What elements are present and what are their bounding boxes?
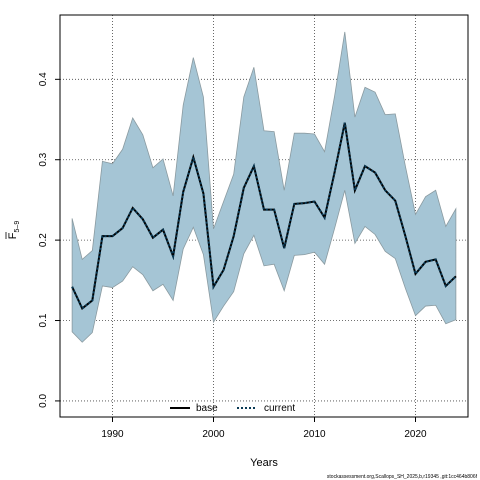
- x-tick-label-2020: 2020: [404, 429, 427, 440]
- x-axis: 1990 2000 2010 2020: [101, 417, 427, 440]
- y-tick-label-0.4: 0.4: [38, 72, 49, 86]
- legend: base current: [170, 403, 295, 414]
- y-axis-title-sub: 5–9: [14, 221, 21, 233]
- y-tick-label-0.1: 0.1: [38, 313, 49, 327]
- series-line-current: [71, 122, 457, 311]
- y-axis: 0.0 0.1 0.2 0.3 0.4: [38, 72, 60, 408]
- confidence-band: [71, 31, 457, 343]
- series-lines: [71, 122, 457, 311]
- legend-label-base: base: [196, 403, 218, 414]
- y-axis-title: F5–9: [5, 221, 21, 240]
- confidence-band-area: [71, 31, 457, 343]
- y-axis-title-main: F: [7, 232, 19, 239]
- y-tick-label-0.0: 0.0: [38, 394, 49, 408]
- y-tick-label-0.3: 0.3: [38, 152, 49, 166]
- x-tick-label-2010: 2010: [303, 429, 326, 440]
- x-tick-label-1990: 1990: [101, 429, 124, 440]
- legend-label-current: current: [264, 403, 295, 414]
- footnote: stockassessment.org,Scallops_SH_2025,b,r…: [327, 474, 478, 480]
- svg-text:F5–9: F5–9: [7, 221, 21, 240]
- x-axis-title: Years: [250, 457, 278, 469]
- plot-frame: [59, 14, 469, 418]
- y-tick-label-0.2: 0.2: [38, 233, 49, 247]
- x-tick-label-2000: 2000: [202, 429, 225, 440]
